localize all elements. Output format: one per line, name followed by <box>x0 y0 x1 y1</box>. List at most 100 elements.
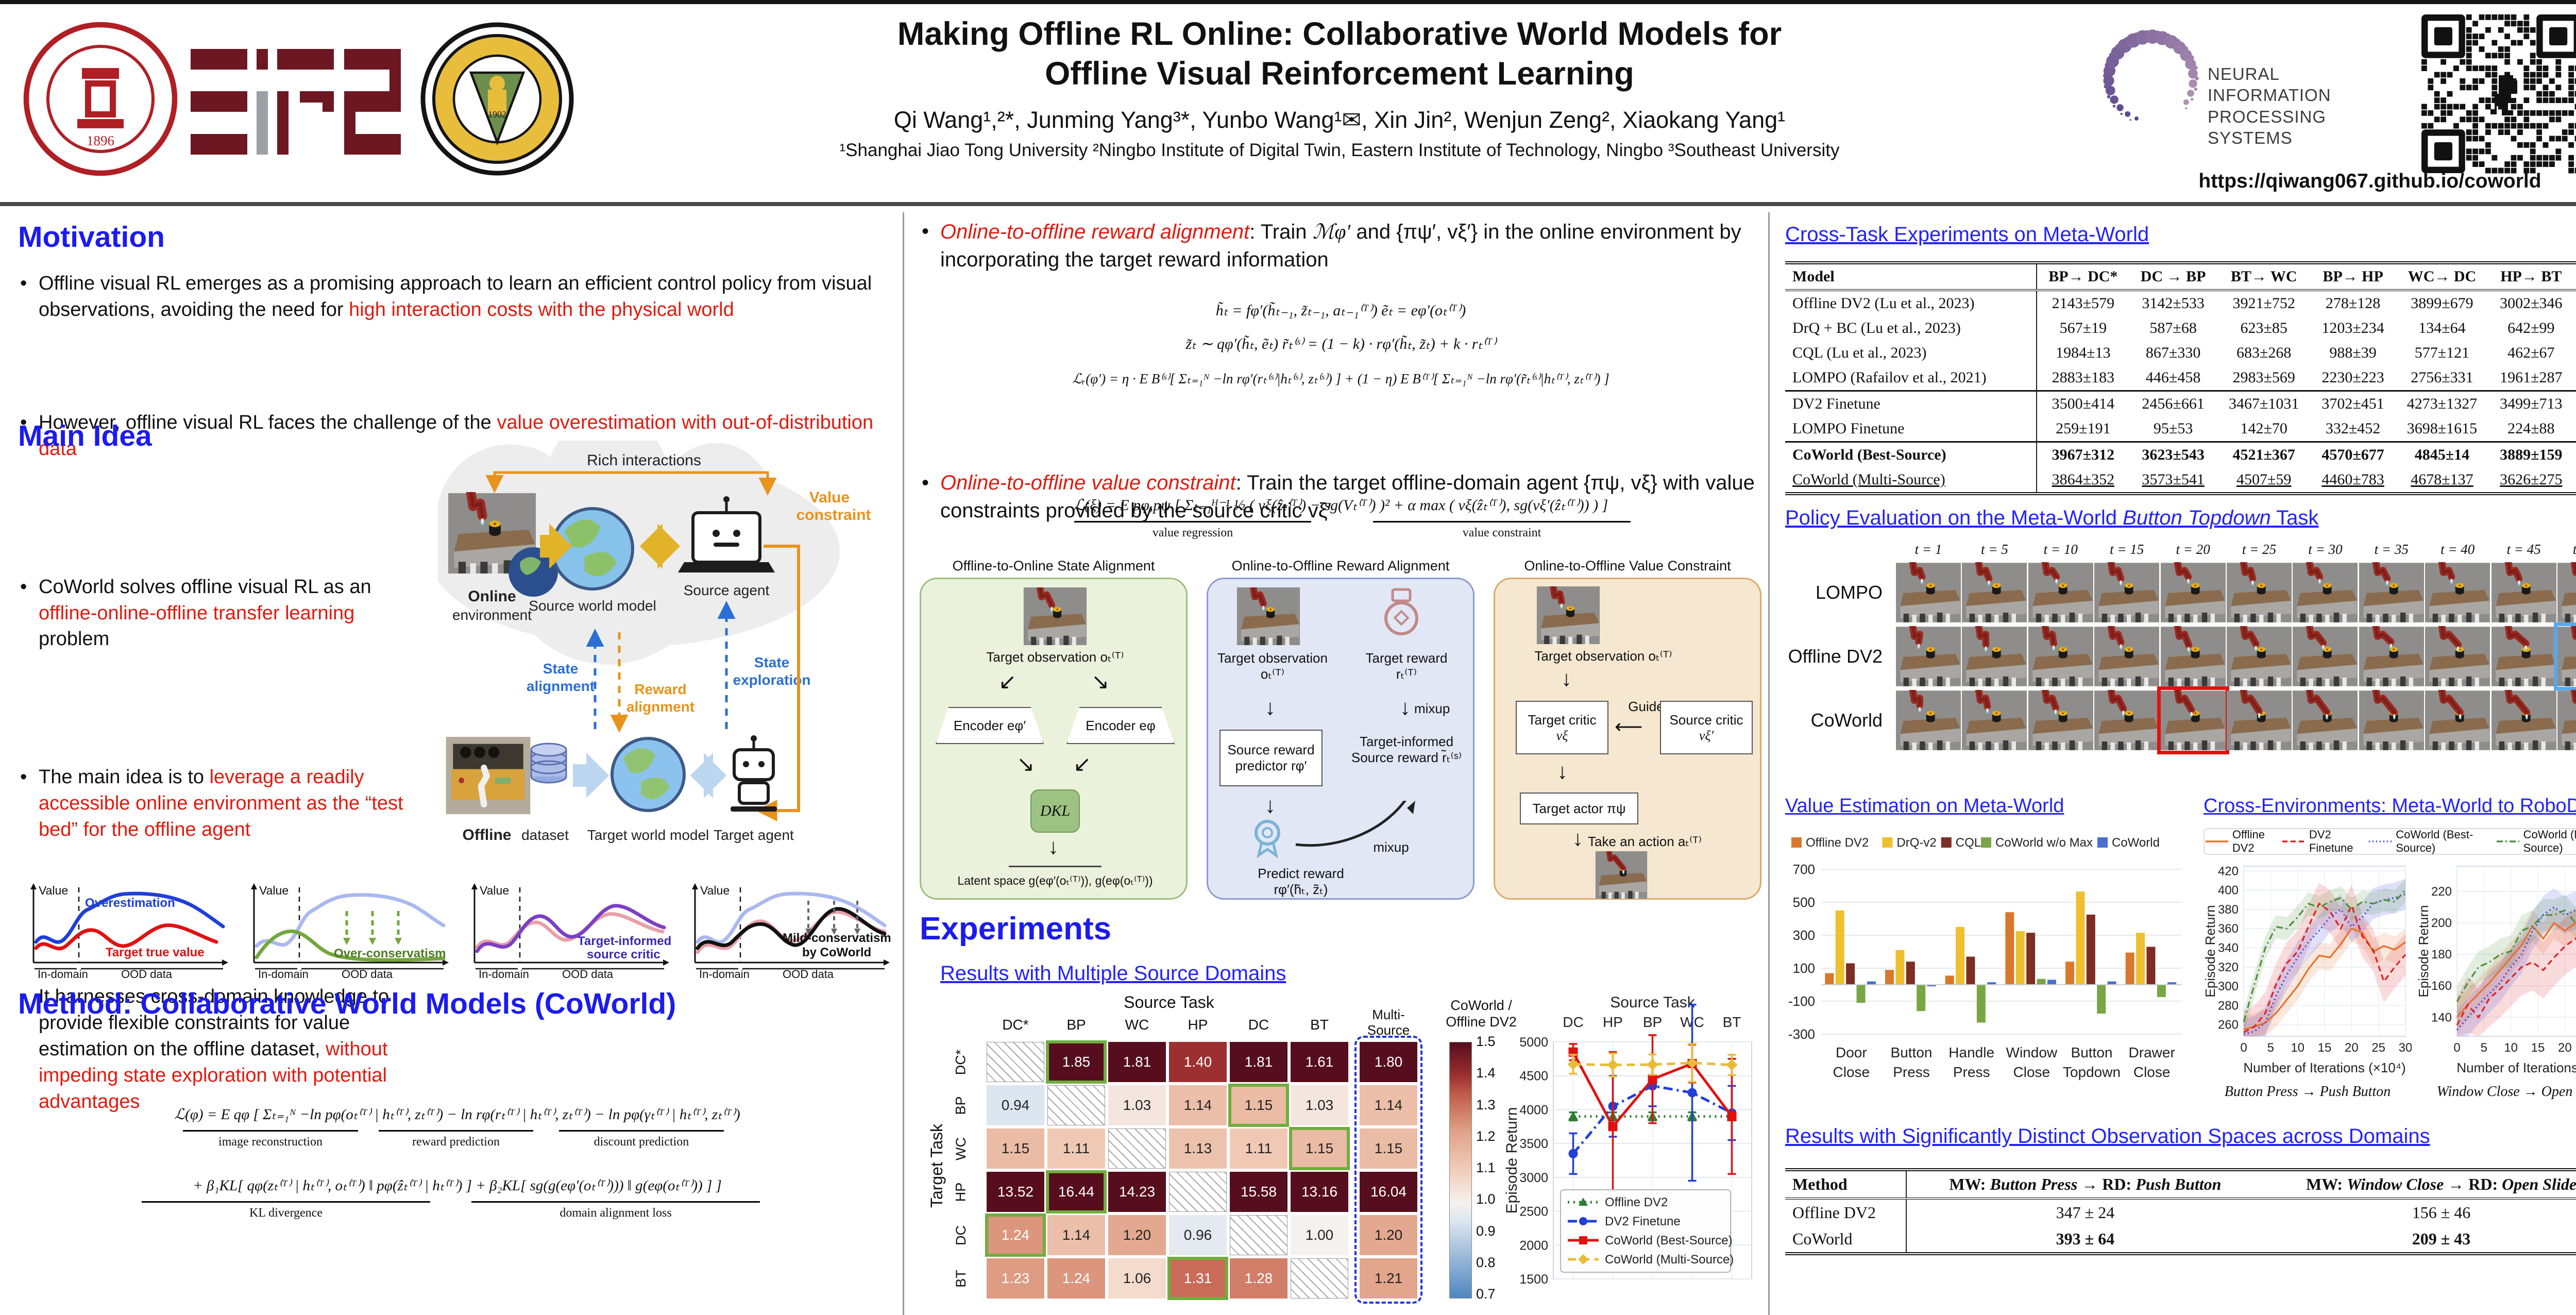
svg-text:Number of Iterations (×10⁴): Number of Iterations (×10⁴) <box>2243 1060 2405 1075</box>
svg-text:environment: environment <box>452 607 532 623</box>
heatmap-col-label-multi: Multi- Source <box>1367 1007 1410 1038</box>
svg-text:constraint: constraint <box>796 507 871 524</box>
label-domain-alignment-loss: domain alignment loss <box>560 1206 672 1220</box>
heatmap-col-label: BP <box>1066 1017 1086 1033</box>
heatmap-col-label: WC <box>1125 1017 1149 1033</box>
heatmap-multi-outline <box>1354 1036 1422 1304</box>
svg-text:Press: Press <box>1953 1064 1990 1080</box>
title-line2: Offline Visual Reinforcement Learning <box>1045 56 1634 92</box>
policy-frame <box>2094 555 2160 623</box>
p2-mixup-label-1: mixup <box>1414 701 1450 716</box>
svg-text:CoWorld w/o Max: CoWorld w/o Max <box>1995 836 2093 850</box>
loss-xi-eq: ℒ(ξ) = E pφ,pψ [ Σₜ₌₁ᴴ⁻¹ ½ ( vξ(ẑₜ⁽ᵀ⁾) −… <box>1073 497 1608 514</box>
svg-text:20: 20 <box>2345 1041 2359 1055</box>
svg-text:180: 180 <box>2431 948 2452 962</box>
table-row: Offline DV2 (Lu et al., 2023) 2143±579 314… <box>1785 290 2576 316</box>
svg-text:220: 220 <box>2431 885 2452 899</box>
heatmap-cell: 1.31 <box>1167 1257 1228 1300</box>
affiliations: ¹Shanghai Jiao Tong University ²Ningbo I… <box>839 140 1840 160</box>
title-line1: Making Offline RL Online: Collaborative … <box>897 16 1782 52</box>
p2-arrow-obs: ↓ <box>1265 695 1276 719</box>
svg-text:OOD data: OOD data <box>562 968 614 978</box>
table-header: Avg. <box>2573 263 2576 290</box>
svg-text:15: 15 <box>2531 1041 2545 1055</box>
loss-phi-eq-line1: ℒ(φ) = E qφ [ Σₜ₌₁ᴺ −ln pφ(oₜ⁽ᵀ⁾ | hₜ⁽ᵀ⁾… <box>174 1106 740 1123</box>
value-estimation-heading[interactable]: Value Estimation on Meta-World <box>1785 795 2064 817</box>
page-title: Making Offline RL Online: Collaborative … <box>649 14 2030 94</box>
heatmap-cell: 1.20 <box>1360 1215 1417 1255</box>
svg-text:Window: Window <box>2006 1044 2058 1060</box>
svg-text:OOD data: OOD data <box>342 968 393 978</box>
heatmap-title: Source Task <box>1124 993 1214 1011</box>
heatmap-cell: 13.16 <box>1291 1172 1348 1212</box>
seu-logo: 1902 <box>420 22 574 176</box>
medal-icon <box>1384 588 1418 635</box>
heatmap-row-label: BT <box>953 1269 969 1288</box>
reward-eq-2: z̃ₜ ∼ qφ′(h̃ₜ, ẽₜ) r̃ₜ⁽ˢ⁾ = (1 − k) · rφ… <box>1185 335 1496 352</box>
table-header: HP→ BT <box>2500 268 2562 285</box>
project-url[interactable]: https://qiwang067.github.io/coworld <box>2198 170 2541 192</box>
svg-text:0: 0 <box>2240 1041 2247 1055</box>
heatmap-ylabel: Target Task <box>927 1123 946 1208</box>
heatmap-cell: 1.24 <box>985 1213 1046 1257</box>
policy-frame <box>2028 683 2093 751</box>
heatmap-cell: 1.21 <box>1360 1258 1417 1299</box>
svg-text:alignment: alignment <box>626 699 694 715</box>
heatmap-cell: 1.85 <box>1046 1040 1107 1084</box>
crossenv-heading[interactable]: Cross-Environments: Meta-World to RoboDe… <box>2204 795 2576 817</box>
colorbar-tick: 1.0 <box>1476 1191 1496 1207</box>
qr-code <box>2421 14 2576 174</box>
header-rule <box>0 202 2576 206</box>
colorbar-tick: 0.7 <box>1476 1286 1496 1302</box>
p1-target-observation: Target observation oₜ⁽ᵀ⁾ <box>986 649 1124 665</box>
distinct-heading[interactable]: Results with Significantly Distinct Obse… <box>1785 1125 2430 1148</box>
colorbar-tick: 1.4 <box>1476 1065 1496 1081</box>
policy-frames: t = 1 t = 5 t = 10 t = 15 t = 20 t = 25 t = 30… <box>1785 542 2576 774</box>
p3-take-action: Take an action aₜ⁽ᵀ⁾ <box>1588 834 1702 849</box>
frame-time-label: t = 30 <box>2308 542 2343 557</box>
heatmap-row-label: DC <box>953 1225 969 1245</box>
reward-eq-1: h̃ₜ = fφ′(h̃ₜ₋₁, z̃ₜ₋₁, aₜ₋₁⁽ᵀ⁾) ẽₜ = eφ… <box>1215 302 1466 319</box>
multisource-heading[interactable]: Results with Multiple Source Domains <box>940 962 1286 985</box>
heatmap-cell: 1.00 <box>1291 1215 1348 1255</box>
label-discount-prediction: discount prediction <box>594 1135 689 1149</box>
svg-text:2500: 2500 <box>1519 1205 1548 1219</box>
colorbar-tick: 1.1 <box>1476 1160 1496 1175</box>
svg-text:In-domain: In-domain <box>479 968 529 978</box>
policy-frame <box>2425 555 2490 623</box>
policy-frame <box>2425 683 2490 751</box>
policy-frame <box>1962 683 2027 751</box>
label-kl-divergence: KL divergence <box>249 1206 323 1220</box>
experiments-heading: Experiments <box>920 911 1112 947</box>
table-row: DrQ + BC (Lu et al., 2023) 567±19 587±68 62… <box>1785 316 2576 341</box>
policy-frame <box>2359 555 2424 623</box>
svg-text:Value: Value <box>809 489 850 506</box>
svg-text:Button: Button <box>1891 1044 1933 1060</box>
p2-target-reward: Target reward rₜ⁽ᵀ⁾ <box>1365 650 1448 682</box>
svg-text:Target true value: Target true value <box>106 946 205 959</box>
policy-heading[interactable]: Policy Evaluation on the Meta-World Butt… <box>1785 507 2319 529</box>
neurips-logo: NEURAL INFORMATION PROCESSING SYSTEMS <box>2092 23 2380 152</box>
crosstask-heading[interactable]: Cross-Task Experiments on Meta-World <box>1785 223 2149 246</box>
authors: Qi Wang¹,²*, Junming Yang³*, Yunbo Wang¹… <box>893 107 1786 133</box>
svg-text:HP: HP <box>1603 1014 1623 1030</box>
svg-text:2000: 2000 <box>1519 1238 1548 1253</box>
svg-text:Handle: Handle <box>1948 1044 1994 1060</box>
frame-time-label: t = 20 <box>2176 542 2210 557</box>
p3-arrow-actor: ↓ <box>1572 826 1583 850</box>
heatmap-cell <box>1169 1172 1227 1212</box>
policy-frame <box>2227 555 2292 623</box>
svg-text:Target world model: Target world model <box>587 827 709 843</box>
svg-text:0: 0 <box>2453 1041 2460 1055</box>
reward-alignment-panel: Target observation oₜ⁽ᵀ⁾ Target reward rₜ⁽… <box>1207 578 1475 900</box>
heatmap-cell: 1.06 <box>1108 1258 1166 1299</box>
svg-text:State: State <box>543 661 578 677</box>
table-row: LOMPO (Rafailov et al., 2021) 2883±183 446… <box>1785 365 2576 391</box>
svg-text:Online: Online <box>468 588 516 605</box>
colorbar-tick: 1.5 <box>1476 1034 1496 1049</box>
policy-frame <box>2028 555 2093 623</box>
svg-text:Close: Close <box>2133 1064 2171 1080</box>
sjtu-logo: 1896 <box>23 22 178 176</box>
frame-row-label: Offline DV2 <box>1788 646 1883 667</box>
table-row: CoWorld (Multi-Source) 3864±352 3573±541 45… <box>1785 467 2576 494</box>
